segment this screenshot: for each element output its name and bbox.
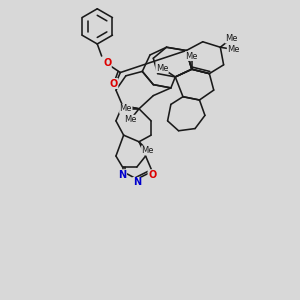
Text: O: O [148,170,156,180]
Text: O: O [110,79,118,88]
Text: Me: Me [124,115,136,124]
Text: O: O [103,58,111,68]
Text: Me: Me [185,52,198,61]
Text: N: N [118,170,127,180]
Text: Me: Me [225,34,238,43]
Text: Me: Me [142,146,154,155]
Text: Me: Me [156,64,168,73]
Text: Me: Me [227,45,240,54]
Text: N: N [133,177,141,188]
Text: Me: Me [120,104,132,113]
